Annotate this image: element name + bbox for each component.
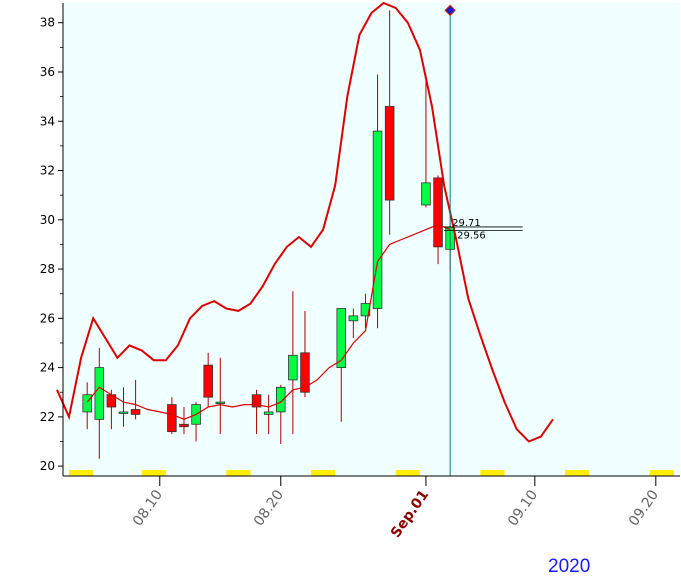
candle xyxy=(384,10,395,235)
y-axis: 20 22 24 26 28 30 32 34 36 38 xyxy=(40,16,63,473)
candle xyxy=(288,291,298,435)
y-tick-label: 22 xyxy=(40,410,55,424)
weekend-marker xyxy=(565,470,578,476)
weekend-marker xyxy=(649,470,662,476)
y-tick-label: 38 xyxy=(40,16,55,30)
weekend-marker xyxy=(69,470,82,476)
y-tick-label: 28 xyxy=(40,262,55,276)
upper-band-line xyxy=(56,1,554,443)
candle-body xyxy=(118,411,129,414)
candle xyxy=(433,175,443,265)
candle-body xyxy=(251,394,262,408)
candle xyxy=(421,74,431,208)
y-tick-label: 32 xyxy=(40,164,55,178)
weekend-strip xyxy=(69,470,674,476)
diamond-marker-icon xyxy=(444,4,456,17)
candle-body xyxy=(421,182,431,206)
candle-body xyxy=(179,423,189,428)
candle xyxy=(179,407,189,435)
candle xyxy=(360,293,371,329)
y-tick-label: 36 xyxy=(40,65,55,79)
candle-body xyxy=(203,364,213,398)
weekend-marker xyxy=(395,470,408,476)
candle xyxy=(203,352,213,408)
plot-background xyxy=(63,3,680,476)
candle-body xyxy=(215,401,226,404)
weekend-marker xyxy=(311,470,324,476)
y-tick-label: 30 xyxy=(40,213,55,227)
weekend-marker xyxy=(238,470,251,476)
moving-average-line xyxy=(86,224,451,420)
candle-body xyxy=(276,386,286,413)
weekend-marker xyxy=(492,470,505,476)
candle xyxy=(263,394,274,435)
weekend-marker xyxy=(226,470,239,476)
candle-body xyxy=(336,308,347,369)
x-tick-label: 09.20 xyxy=(626,487,662,529)
candle-body xyxy=(94,367,105,420)
candle xyxy=(276,384,286,444)
weekend-marker xyxy=(577,470,590,476)
candle-body xyxy=(288,354,298,381)
y-tick-label: 24 xyxy=(40,361,55,375)
y-tick-label: 20 xyxy=(40,459,55,473)
candle xyxy=(118,387,129,427)
weekend-marker xyxy=(153,470,166,476)
weekend-marker xyxy=(661,470,674,476)
candle-body xyxy=(130,409,141,415)
candle xyxy=(82,382,92,430)
last-price-label-low: 29.56 xyxy=(457,231,486,242)
weekend-marker xyxy=(81,470,94,476)
x-tick-label: 08.20 xyxy=(251,487,287,529)
last-price-lines xyxy=(444,226,523,232)
x-axis: 08.10 08.20 Sep.01 09.10 09.20 xyxy=(130,476,662,541)
candle xyxy=(167,397,177,435)
weekend-marker xyxy=(323,470,336,476)
candle-body xyxy=(372,130,383,309)
weekend-marker xyxy=(407,470,420,476)
candle xyxy=(251,389,262,435)
candle xyxy=(215,357,226,435)
weekend-marker xyxy=(141,470,154,476)
last-price-label-high: 29.71 xyxy=(452,218,481,229)
candle-body xyxy=(384,106,395,201)
weekend-marker xyxy=(480,470,493,476)
y-tick-label: 26 xyxy=(40,311,55,325)
year-label: 2020 xyxy=(548,556,591,577)
candle xyxy=(130,379,141,420)
candle-body xyxy=(433,177,443,248)
y-tick-label: 34 xyxy=(40,114,55,128)
candle-body xyxy=(360,303,371,317)
candle xyxy=(336,308,347,422)
candle-body xyxy=(82,394,92,413)
x-tick-label: 08.10 xyxy=(130,487,166,529)
candle-body xyxy=(348,315,359,322)
candle-body xyxy=(300,352,310,393)
candles xyxy=(82,10,455,459)
candle xyxy=(300,310,310,398)
candle-body xyxy=(167,404,177,433)
candle xyxy=(372,74,383,329)
candle-body xyxy=(263,411,274,415)
x-tick-label: Sep.01 xyxy=(388,487,432,541)
candle xyxy=(348,308,359,339)
x-tick-label: 09.10 xyxy=(505,487,541,529)
